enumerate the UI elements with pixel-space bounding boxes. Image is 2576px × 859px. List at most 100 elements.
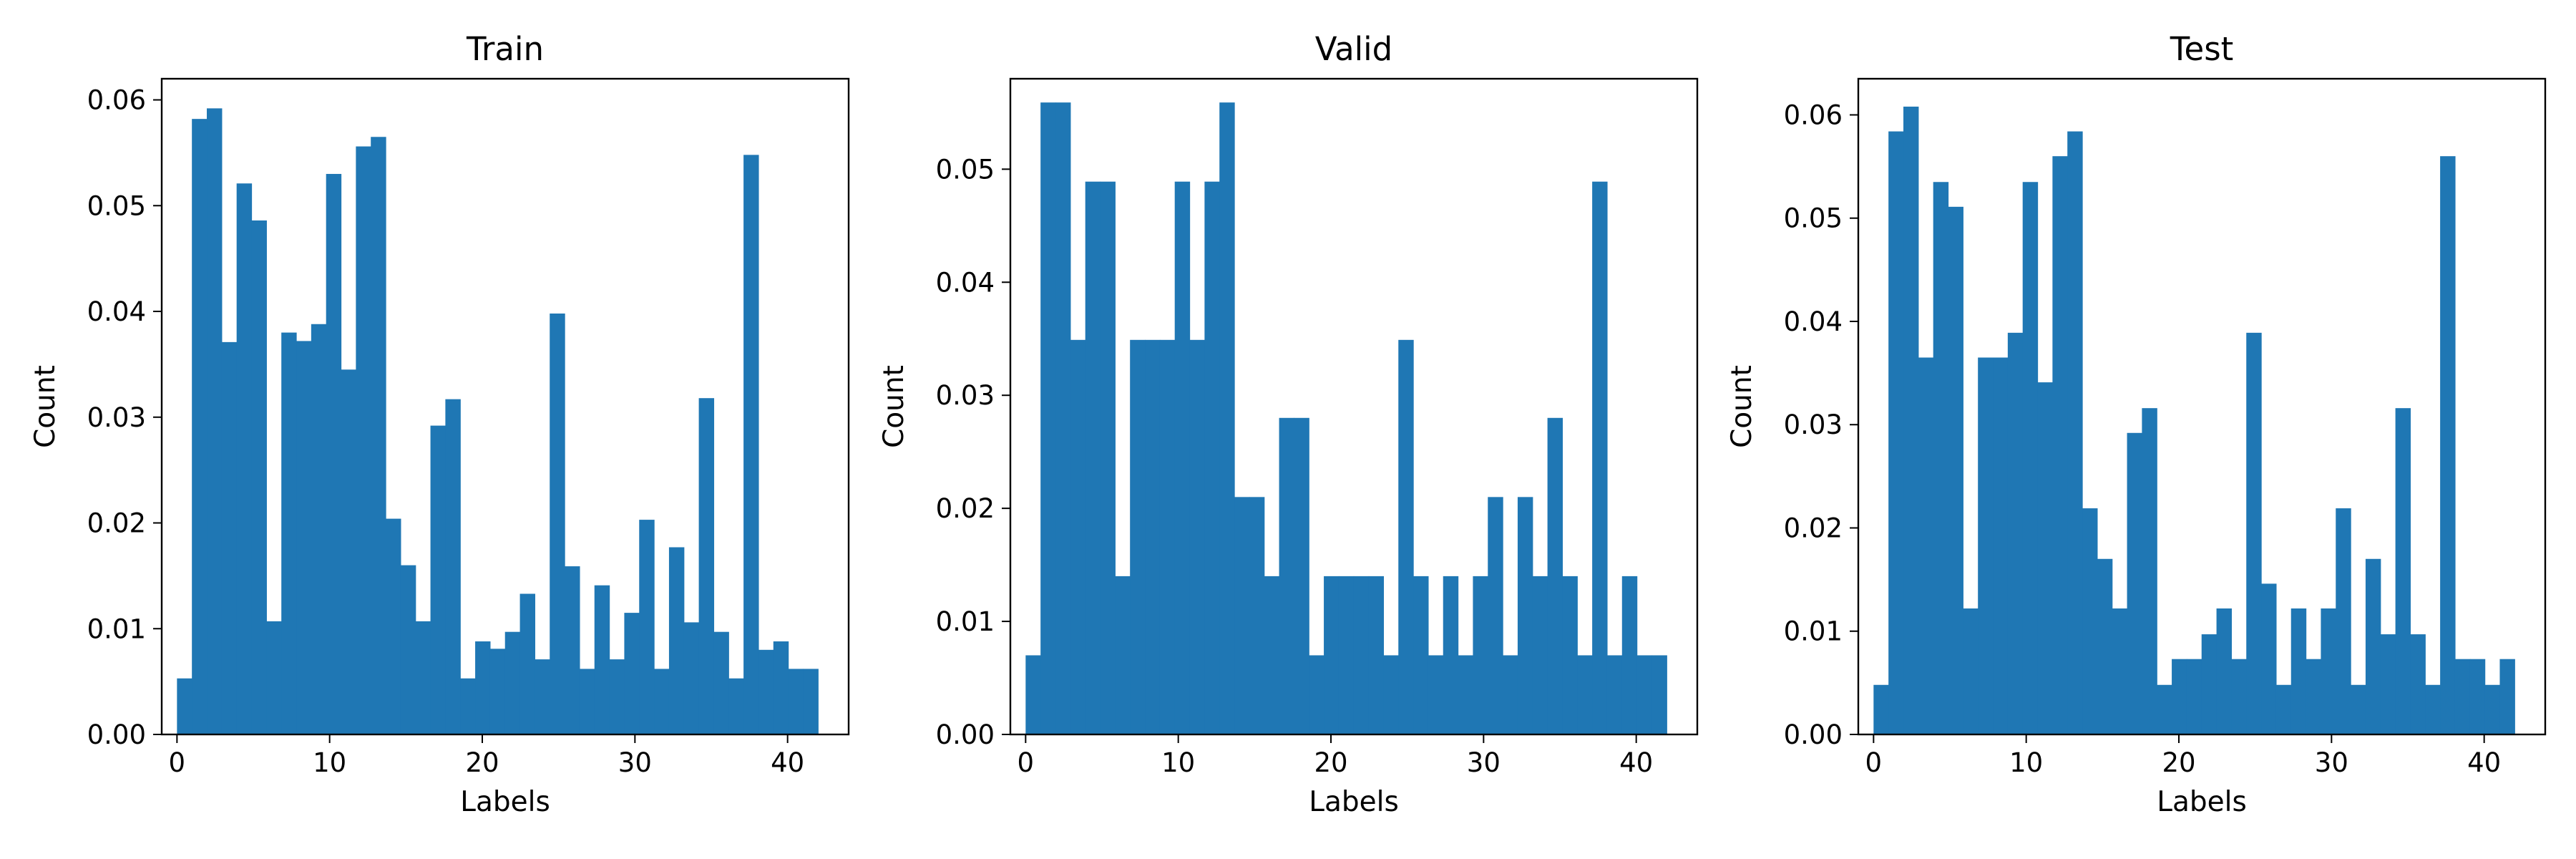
train-bar-7 [281, 332, 297, 735]
test-bar-27 [2275, 684, 2292, 734]
valid-x-tick-label: 40 [1619, 747, 1653, 778]
valid-bar-34 [1532, 576, 1548, 734]
test-bar-37 [2425, 684, 2441, 734]
train-bar-8 [296, 341, 312, 734]
valid-bar-35 [1547, 417, 1563, 734]
train-bar-4 [236, 183, 253, 734]
panel-train: 0 10 20 30 40 0.00 0.01 0.02 0.03 0.04 0.05 0.06 T… [29, 30, 850, 818]
valid-bar-25 [1398, 339, 1414, 734]
valid-bar-36 [1562, 576, 1578, 734]
valid-bar-28 [1443, 576, 1459, 734]
test-bar-33 [2365, 558, 2381, 734]
train-bar-1 [192, 119, 208, 734]
test-x-tick-label: 10 [2009, 747, 2043, 778]
train-bar-5 [251, 220, 267, 735]
test-bar-24 [2231, 659, 2247, 734]
train-x-ticks: 0 10 20 30 40 [169, 734, 804, 778]
panel-test: 0 10 20 30 40 0.00 0.01 0.02 0.03 0.04 0.05 0.06 T… [1726, 30, 2547, 818]
valid-bar-23 [1368, 576, 1385, 734]
test-title: Test [2170, 30, 2234, 68]
test-y-tick-label: 0.04 [1784, 306, 1843, 337]
test-bar-16 [2112, 608, 2128, 734]
train-bar-35 [698, 398, 715, 734]
train-bar-21 [489, 649, 506, 734]
valid-y-ticks: 0.00 0.01 0.02 0.03 0.04 0.05 [936, 154, 1010, 750]
test-bar-20 [2172, 659, 2187, 734]
valid-bar-4 [1085, 181, 1101, 735]
train-x-axis-label: Labels [460, 786, 550, 818]
valid-bar-1 [1040, 102, 1056, 735]
valid-bar-10 [1174, 181, 1191, 735]
test-x-tick-label: 40 [2467, 747, 2501, 778]
panel-valid: 0 10 20 30 40 0.00 0.01 0.02 0.03 0.04 0.05 Valid… [878, 30, 1699, 818]
train-bar-22 [504, 631, 521, 734]
test-bar-6 [1963, 608, 1979, 734]
valid-bars [1025, 102, 1667, 735]
test-x-axis-label: Labels [2157, 786, 2247, 818]
test-bar-1 [1888, 131, 1904, 734]
valid-bar-7 [1130, 339, 1146, 734]
train-x-tick-label: 10 [313, 747, 346, 778]
test-y-axis-label: Count [1726, 365, 1758, 448]
valid-bar-39 [1606, 655, 1623, 734]
valid-bar-42 [1652, 655, 1667, 734]
test-axes-frame [1857, 77, 2547, 736]
train-bar-23 [519, 593, 536, 734]
test-bar-14 [2082, 508, 2098, 734]
train-bar-28 [594, 585, 610, 734]
test-bar-10 [2022, 182, 2039, 734]
valid-bar-0 [1025, 655, 1041, 734]
train-bar-6 [266, 621, 282, 734]
train-y-axis-label: Count [29, 365, 62, 448]
valid-bar-26 [1413, 576, 1429, 734]
test-bar-35 [2395, 408, 2411, 734]
test-bar-22 [2201, 634, 2218, 734]
train-bars [177, 108, 819, 735]
test-y-tick-label: 0.05 [1784, 203, 1843, 234]
test-bar-12 [2052, 156, 2068, 734]
train-bar-42 [803, 669, 819, 734]
train-bar-2 [207, 108, 223, 734]
test-bar-11 [2037, 382, 2053, 734]
train-y-tick-label: 0.02 [87, 508, 146, 539]
valid-bar-17 [1279, 417, 1294, 734]
valid-bar-11 [1189, 339, 1205, 734]
train-bar-31 [639, 520, 655, 734]
train-bar-25 [550, 313, 565, 734]
valid-y-tick-label: 0.04 [936, 267, 995, 298]
train-bar-33 [668, 547, 685, 734]
test-bar-21 [2186, 659, 2202, 734]
train-bar-26 [565, 566, 580, 734]
train-bar-14 [386, 518, 401, 734]
test-bar-26 [2261, 583, 2277, 734]
test-bar-17 [2127, 432, 2142, 734]
test-bars [1873, 106, 2515, 735]
valid-bar-2 [1055, 102, 1071, 735]
valid-x-axis-label: Labels [1309, 786, 1399, 818]
test-bar-3 [1918, 357, 1934, 735]
train-bar-38 [743, 155, 759, 734]
train-y-tick-label: 0.00 [87, 719, 146, 750]
valid-bar-9 [1159, 339, 1176, 734]
valid-axes-frame [1009, 77, 1699, 736]
train-bar-19 [460, 678, 476, 734]
test-bar-32 [2351, 684, 2366, 734]
test-bar-15 [2097, 558, 2113, 734]
valid-bar-30 [1473, 576, 1488, 734]
test-bar-29 [2306, 659, 2322, 734]
valid-bar-14 [1234, 497, 1250, 734]
train-bar-30 [624, 613, 640, 734]
test-bar-2 [1903, 106, 1919, 734]
valid-bar-31 [1488, 497, 1503, 734]
valid-bar-29 [1458, 655, 1474, 734]
valid-x-ticks: 0 10 20 30 40 [1018, 734, 1653, 778]
test-bar-39 [2454, 659, 2471, 734]
train-y-tick-label: 0.05 [87, 190, 146, 221]
test-y-tick-label: 0.03 [1784, 409, 1843, 440]
valid-bar-22 [1353, 576, 1370, 734]
test-bar-36 [2410, 634, 2426, 734]
test-bar-9 [2007, 332, 2024, 734]
train-x-tick-label: 40 [771, 747, 804, 778]
train-x-tick-label: 30 [618, 747, 652, 778]
valid-bar-13 [1219, 102, 1235, 735]
